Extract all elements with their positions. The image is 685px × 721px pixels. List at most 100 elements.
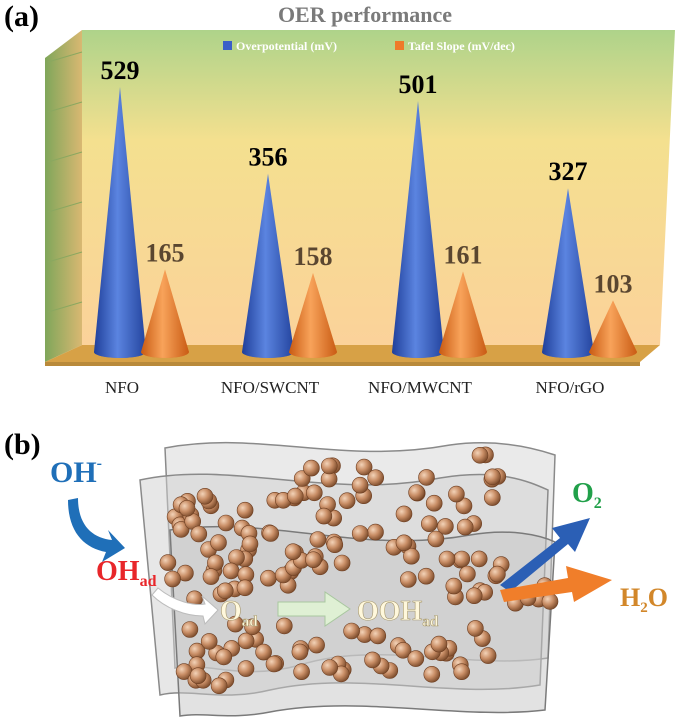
- arrow-o2: [500, 518, 590, 592]
- side-wall-tick: [47, 101, 83, 113]
- nanoparticle: [284, 543, 302, 560]
- nanoparticle: [241, 535, 259, 553]
- overpotential-cone-1: [94, 87, 146, 358]
- oer-bar-chart: OER performance Overpotential (mV) Tafel…: [45, 2, 675, 397]
- nanoparticles: [159, 446, 559, 695]
- side-wall-tick: [47, 51, 83, 63]
- legend-label-overpotential: Overpotential (mV): [236, 39, 337, 53]
- nanoparticle: [453, 663, 471, 680]
- tafel-value-1: 165: [146, 238, 185, 267]
- nanoparticle: [190, 525, 208, 543]
- nanoparticle: [260, 569, 277, 587]
- nanoparticle: [418, 469, 435, 486]
- nanoparticle: [178, 500, 196, 517]
- nanoparticle: [395, 534, 413, 552]
- nanoparticle: [326, 536, 344, 553]
- oh-minus-label: OH-: [50, 455, 102, 489]
- nanoparticle: [293, 663, 310, 680]
- nanoparticle: [417, 567, 435, 585]
- nanoparticle: [189, 667, 207, 684]
- tafel-cone-1: [141, 269, 189, 358]
- nanoparticle: [217, 582, 234, 600]
- nanoparticle: [448, 485, 465, 503]
- nanoparticle: [275, 617, 293, 635]
- nanoparticle: [291, 643, 309, 661]
- h2o-label: H2O: [620, 583, 668, 616]
- nanoparticle: [217, 514, 235, 532]
- category-label-1: NFO: [105, 378, 139, 397]
- nanoparticle: [305, 551, 322, 568]
- overpotential-value-1: 529: [101, 56, 140, 85]
- nanoparticle: [471, 446, 489, 464]
- nanoparticle: [489, 565, 506, 583]
- nanoparticle: [453, 550, 471, 568]
- chart-side-wall: [45, 30, 82, 362]
- side-wall-tick: [47, 151, 83, 163]
- chart-floor: [45, 345, 660, 362]
- nanoparticle: [321, 659, 339, 676]
- nanoparticle: [237, 660, 255, 677]
- overpotential-cone-4: [542, 188, 594, 358]
- nanoparticle: [309, 531, 327, 548]
- nanoparticle: [408, 484, 425, 501]
- chart-legend: Overpotential (mV) Tafel Slope (mV/dec): [223, 39, 515, 53]
- side-wall-ticks: [47, 51, 83, 313]
- category-labels: NFO NFO/SWCNT NFO/MWCNT NFO/rGO: [105, 378, 604, 397]
- nanoparticle: [455, 497, 473, 515]
- overpotential-value-3: 501: [399, 70, 438, 99]
- nanoparticle: [395, 505, 413, 523]
- nanoparticle: [196, 488, 214, 505]
- nanoparticle: [423, 666, 441, 683]
- tafel-value-3: 161: [444, 240, 483, 269]
- nanoparticle: [315, 507, 333, 525]
- tafel-cone-2: [289, 272, 337, 358]
- nanoparticle: [338, 492, 356, 509]
- nanoparticle: [305, 484, 323, 502]
- nanoparticle: [351, 476, 369, 494]
- nanoparticle: [459, 565, 476, 583]
- overpotential-value-4: 327: [549, 157, 588, 186]
- panel-a-label: (a): [4, 0, 39, 33]
- legend-label-tafel: Tafel Slope (mV/dec): [408, 39, 515, 53]
- arrow-h2o: [500, 566, 612, 602]
- nanoparticle: [367, 523, 384, 541]
- overpotential-value-2: 356: [249, 143, 288, 172]
- nanoparticle: [403, 547, 420, 565]
- nanoparticle: [430, 635, 448, 653]
- nanoparticle: [456, 518, 474, 536]
- nanoparticle: [159, 554, 177, 571]
- nanoparticle: [483, 489, 501, 506]
- nanoparticle: [236, 579, 254, 597]
- nanoparticle: [484, 468, 501, 486]
- legend-swatch-tafel: [395, 41, 404, 50]
- panel-b-label: (b): [4, 428, 41, 461]
- nanoparticle: [470, 550, 488, 568]
- nanoparticle: [479, 647, 497, 664]
- nanoparticle: [420, 515, 438, 532]
- nanoparticle: [367, 469, 385, 487]
- chart-floor-front: [45, 362, 640, 366]
- oh-curved-arrow: [68, 498, 125, 562]
- nanoparticle: [236, 501, 254, 519]
- nanoparticle: [399, 571, 417, 588]
- category-label-4: NFO/rGO: [536, 378, 605, 397]
- nanoparticle: [237, 632, 255, 650]
- nanoparticle: [333, 554, 351, 572]
- nanoparticle: [202, 568, 220, 585]
- nanoparticle: [320, 457, 338, 475]
- nanoparticle: [181, 621, 199, 638]
- nanoparticle: [425, 494, 443, 512]
- nanoparticle: [437, 518, 454, 535]
- tafel-value-4: 103: [594, 269, 633, 298]
- nanoparticle: [303, 459, 320, 477]
- chart-back-wall: [82, 30, 675, 345]
- nanoparticle: [308, 636, 325, 654]
- nanoparticle: [364, 651, 381, 669]
- nanoparticle: [262, 525, 280, 542]
- nanoparticle: [427, 530, 445, 548]
- tafel-value-2: 158: [294, 242, 333, 271]
- oh-ad-label: OHad: [96, 556, 157, 590]
- nanoparticle: [255, 643, 272, 661]
- side-wall-tick: [47, 251, 83, 263]
- o2-label: O2: [572, 478, 602, 512]
